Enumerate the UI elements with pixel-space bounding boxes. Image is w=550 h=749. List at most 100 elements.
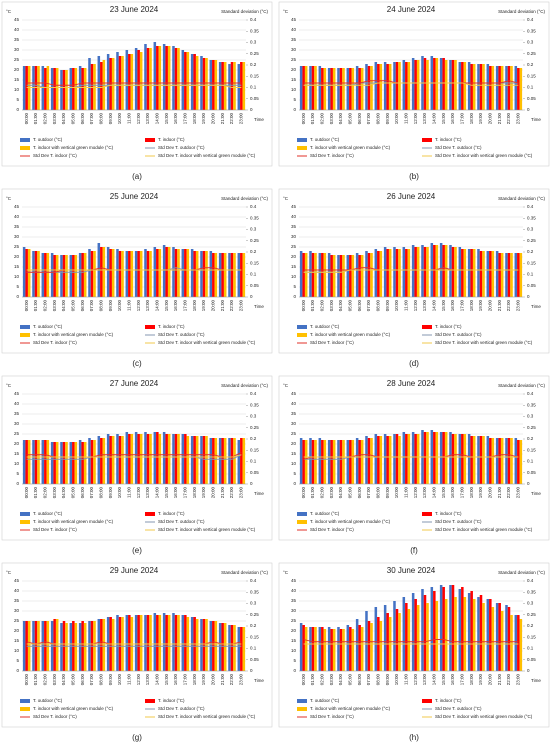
bar [156, 249, 159, 297]
x-tick-label: 20:00 [488, 300, 493, 312]
bar [365, 611, 368, 671]
bar [130, 54, 134, 110]
y2-tick-label: 0.1 [527, 272, 534, 277]
bar [37, 66, 40, 110]
legend-label: T. outdoor (°C) [33, 324, 63, 329]
x-tick-label: 22:00 [229, 674, 234, 686]
x-tick-label: 23:00 [239, 113, 244, 125]
bar [149, 434, 152, 484]
bar [60, 623, 63, 671]
bar [202, 436, 206, 484]
legend-label: Std Dev T. indoor with vertical green mo… [435, 340, 533, 345]
bar [439, 58, 443, 110]
x-tick-label: 10:00 [117, 113, 122, 125]
bar [398, 436, 401, 484]
x-tick-label: 11:00 [127, 300, 132, 311]
chart-title: 27 June 2024 [110, 379, 159, 388]
bar [349, 440, 352, 484]
x-tick-label: 13:00 [145, 674, 150, 686]
legend-swatch [20, 707, 30, 711]
y2-tick-label: 0.3 [250, 414, 257, 419]
bar [242, 62, 246, 110]
y-tick-label: 20 [14, 67, 20, 72]
bar [458, 62, 462, 110]
bar [233, 253, 236, 297]
y2-tick-label: 0.25 [250, 425, 259, 430]
bar [374, 607, 378, 671]
bar [395, 62, 399, 110]
x-tick-label: 16:00 [173, 113, 178, 125]
caption: (e) [132, 546, 142, 555]
bar [355, 66, 359, 110]
bar [34, 66, 38, 110]
bar [430, 587, 434, 671]
chart-title: 24 June 2024 [387, 5, 436, 14]
bar [439, 432, 443, 484]
bar [299, 623, 303, 671]
x-tick-label: 00:00 [301, 113, 306, 125]
x-tick-label: 23:00 [516, 300, 521, 312]
bar [109, 249, 112, 297]
x-tick-label: 20:00 [211, 674, 216, 686]
bar [442, 245, 445, 297]
bar [158, 249, 162, 297]
x-tick-label: 20:00 [211, 300, 216, 312]
legend-swatch [145, 325, 155, 329]
x-tick-label: 06:00 [357, 113, 362, 125]
y-tick-label: 5 [16, 471, 19, 476]
x-tick-label: 09:00 [385, 487, 390, 499]
bar [111, 249, 115, 297]
x-tick-label: 03:00 [52, 300, 57, 312]
bar [433, 591, 436, 671]
bar [379, 251, 383, 297]
y-tick-label: 45 [291, 391, 297, 396]
bar [118, 251, 122, 297]
caption: (f) [410, 546, 418, 555]
x-tick-label: 14:00 [432, 674, 437, 686]
bar [323, 68, 327, 110]
bar [365, 436, 368, 484]
bar [44, 440, 47, 484]
y-tick-label: 10 [14, 461, 20, 466]
bar [156, 46, 159, 110]
y-tick-label: 35 [291, 224, 297, 229]
legend-label: T. indoor (°C) [158, 511, 185, 516]
y-tick-label: 15 [291, 638, 297, 643]
bar [74, 623, 78, 671]
y-axis-label: °C [283, 570, 289, 575]
y2-axis-label: Standard deviation (°C) [221, 9, 268, 14]
bar [309, 251, 312, 297]
bar [233, 62, 236, 110]
bar [32, 251, 35, 297]
bar [100, 62, 103, 110]
x-tick-label: 06:00 [80, 487, 85, 499]
bar [34, 440, 38, 484]
y2-axis-label: Standard deviation (°C) [221, 196, 268, 201]
bar [442, 58, 445, 110]
x-tick-label: 22:00 [229, 300, 234, 312]
bar [118, 436, 122, 484]
legend-swatch [20, 146, 30, 150]
legend-label: T. indoor (°C) [158, 698, 185, 703]
bar [470, 436, 473, 484]
y2-axis-label: Standard deviation (°C) [498, 9, 545, 14]
x-tick-label: 03:00 [329, 674, 334, 686]
legend-label: Std Dev T. indoor with vertical green mo… [158, 340, 256, 345]
bar [339, 440, 343, 484]
y-tick-label: 25 [14, 244, 20, 249]
bar [435, 601, 439, 671]
bar [402, 597, 406, 671]
x-tick-label: 18:00 [192, 300, 197, 312]
bar [237, 253, 241, 297]
bar [195, 436, 199, 484]
bar [100, 619, 103, 671]
legend-label: Std Dev T. outdoor (°C) [435, 706, 482, 711]
bar [72, 255, 75, 297]
y2-tick-label: 0.1 [250, 272, 257, 277]
bar [55, 619, 59, 671]
bar [102, 619, 106, 671]
x-tick-label: 01:00 [310, 487, 315, 499]
x-tick-label: 07:00 [366, 113, 371, 125]
bar [90, 440, 94, 484]
bar [454, 597, 457, 671]
